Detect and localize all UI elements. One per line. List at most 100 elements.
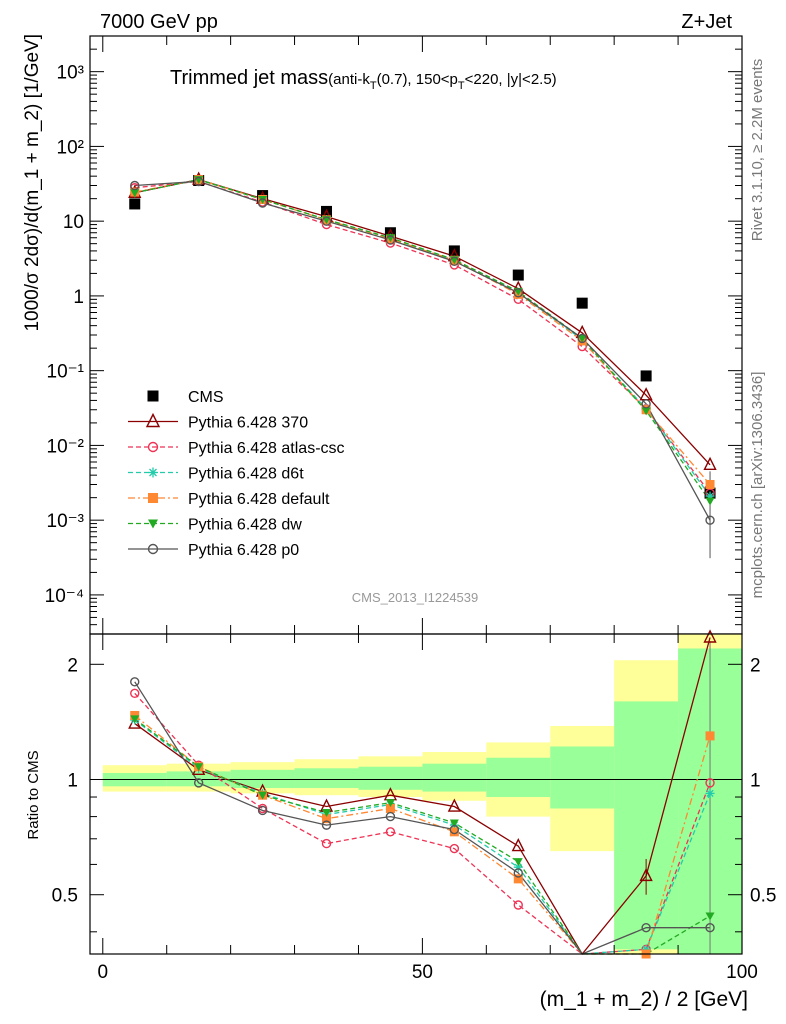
rivet-label: Rivet 3.1.10, ≥ 2.2M events: [749, 59, 766, 242]
data-point: [703, 629, 717, 643]
legend-entry: Pythia 6.428 atlas-csc: [128, 440, 345, 457]
ratio-y-tick-label: 1: [67, 771, 78, 792]
series-line: [134, 180, 711, 521]
ratio-plot: 0.5 0.5 1 1 2 2 0 50 100 Ratio to CMS: [25, 629, 776, 983]
data-point: [511, 838, 525, 852]
legend-entry: CMS: [147, 389, 224, 406]
data-point: [147, 543, 159, 555]
ratio-band-inner: [230, 769, 295, 789]
legend-label: Pythia 6.428 370: [188, 415, 308, 432]
data-point: [385, 811, 396, 822]
legend-entry: Pythia 6.428 370: [128, 412, 308, 432]
ratio-y-tick-label: 2: [67, 655, 78, 676]
legend-label: Pythia 6.428 p0: [188, 542, 299, 559]
data-point: [129, 198, 141, 210]
data-point: [148, 467, 158, 478]
data-point: [513, 874, 523, 884]
data-point: [705, 480, 715, 489]
data-point: [513, 862, 523, 872]
data-point: [705, 491, 715, 501]
legend-entry: Pythia 6.428 p0: [128, 542, 299, 559]
data-point: [257, 198, 268, 208]
ratio-y-tick-label-right: 2: [750, 655, 761, 676]
main-y-tick-label: 10⁻¹: [47, 362, 85, 383]
legend-entry: Pythia 6.428 d6t: [128, 466, 304, 483]
data-point: [513, 858, 523, 867]
ratio-band-inner: [422, 763, 487, 792]
data-point: [385, 235, 396, 245]
data-point: [321, 216, 332, 226]
ratio-y-tick-label-right: 0.5: [750, 886, 776, 907]
x-axis-label: (m_1 + m_2) / 2 [GeV]: [540, 988, 748, 1011]
legend-entry: Pythia 6.428 default: [128, 491, 330, 508]
ratio-series-line: [134, 718, 711, 955]
data-point: [148, 519, 158, 529]
data-point: [705, 515, 715, 525]
legend-label: CMS: [188, 389, 224, 406]
ratio-y-tick-label-right: 1: [750, 771, 761, 792]
data-point: [641, 399, 651, 409]
ratio-band-inner: [486, 757, 551, 798]
data-point: [130, 180, 140, 191]
data-point: [513, 868, 523, 878]
energy-label: 7000 GeV pp: [100, 11, 218, 33]
main-y-tick-label: 1: [73, 287, 84, 308]
data-point: [705, 912, 715, 921]
legend-entry: Pythia 6.428 dw: [128, 517, 302, 534]
data-point: [147, 390, 159, 402]
data-point: [449, 819, 459, 828]
data-point: [705, 497, 715, 506]
source-label: mcplots.cern.ch [arXiv:1306.3436]: [749, 372, 766, 599]
data-point: [322, 808, 332, 817]
data-point: [385, 803, 395, 813]
data-point: [513, 900, 523, 910]
data-point: [384, 227, 396, 239]
main-y-tick-label: 10⁻³: [47, 511, 85, 532]
data-point: [449, 843, 460, 854]
main-y-tick-label: 10³: [57, 63, 84, 84]
main-y-tick-label: 10⁻²: [47, 436, 85, 457]
data-point: [447, 798, 461, 812]
data-point: [639, 867, 653, 882]
data-point: [258, 195, 268, 204]
legend-label: Pythia 6.428 d6t: [188, 466, 304, 483]
series-line: [134, 178, 711, 485]
main-y-tick-label: 10⁻⁴: [45, 586, 84, 607]
data-point: [512, 269, 524, 281]
ratio-y-tick-label: 0.5: [52, 886, 78, 907]
x-tick-label: 100: [726, 962, 758, 983]
data-point: [130, 189, 140, 198]
x-tick-label: 0: [97, 962, 108, 983]
data-point: [705, 788, 715, 798]
data-point: [145, 412, 161, 428]
ratio-series-line: [134, 681, 711, 955]
ratio-plot-frame: [89, 633, 743, 955]
data-point: [193, 176, 204, 187]
main-y-tick-label: 10: [63, 212, 84, 233]
data-point: [385, 799, 395, 808]
data-point: [258, 791, 268, 800]
data-point: [577, 333, 587, 344]
legend-label: Pythia 6.428 atlas-csc: [188, 440, 345, 457]
data-point: [130, 677, 140, 687]
ratio-band-inner: [358, 766, 423, 790]
legend-label: Pythia 6.428 default: [188, 491, 330, 508]
data-point: [449, 824, 460, 835]
data-point: [130, 715, 140, 724]
main-title: Trimmed jet mass(anti-kT(0.7), 150<pT<22…: [170, 67, 557, 92]
data-point: [194, 763, 204, 772]
data-point: [321, 820, 332, 830]
data-point: [705, 923, 715, 933]
main-plot: 10⁻⁴ 10⁻³ 10⁻² 10⁻¹ 1 10 10² 10³ Trimmed jet ma…: [22, 34, 743, 635]
legend-label: Pythia 6.428 dw: [188, 517, 302, 534]
main-ylabel: 1000/σ 2dσ)/d(m_1 + m_2) [1/GeV]: [22, 34, 43, 332]
data-point: [705, 778, 715, 788]
x-tick-label: 50: [412, 962, 433, 983]
main-y-tick-label: 10²: [57, 137, 84, 158]
data-point: [193, 778, 204, 788]
data-point: [577, 334, 587, 343]
ratio-series-line: [134, 692, 711, 955]
series-line: [134, 178, 711, 502]
data-point: [449, 827, 459, 837]
